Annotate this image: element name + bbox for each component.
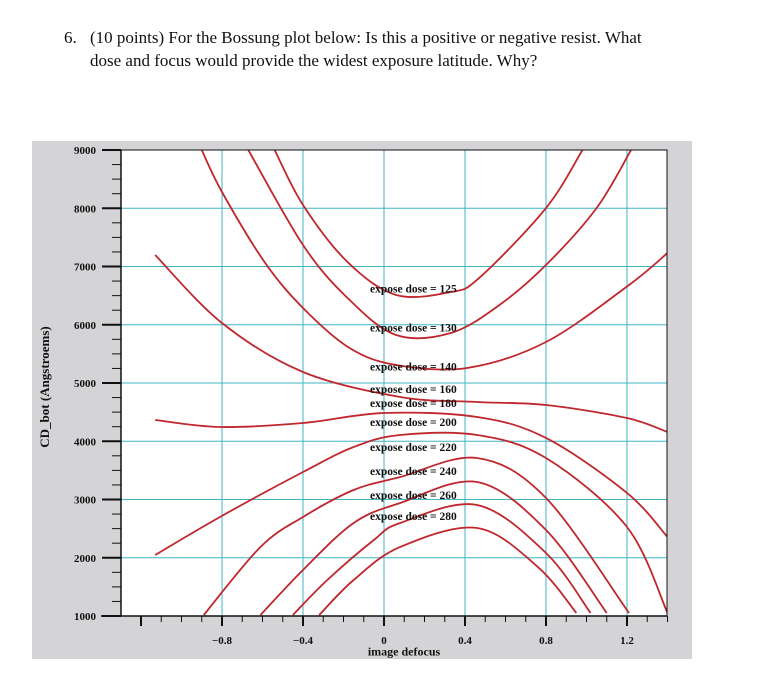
x-tick-label: 0.4: [458, 635, 472, 647]
question-line-2: dose and focus would provide the widest …: [90, 51, 538, 70]
question-text: 6. (10 points) For the Bossung plot below…: [64, 26, 764, 72]
curve-label: expose dose = 125: [370, 284, 457, 296]
curve-label: expose dose = 140: [370, 362, 457, 374]
curve-label: expose dose = 160: [370, 384, 457, 396]
y-axis: 1000 2000 3000 4000 5000 6000 7000 8000 9000: [74, 145, 122, 623]
y-tick-label: 3000: [74, 495, 97, 507]
question-line-1-text: (10 points) For the Bossung plot below: …: [90, 28, 642, 47]
x-tick-label: −0.4: [293, 635, 314, 647]
bossung-curve: [155, 411, 667, 538]
x-tick-label: 1.2: [620, 635, 634, 647]
curve-label: expose dose = 200: [370, 417, 457, 429]
y-tick-label: 8000: [74, 203, 97, 215]
bossung-curve: [259, 480, 608, 616]
curve-label: expose dose = 220: [370, 442, 457, 454]
x-tick-label: 0.8: [539, 635, 553, 647]
gridlines: [121, 150, 667, 616]
x-tick-label: 0: [381, 635, 387, 647]
curve-label: expose dose = 240: [370, 466, 457, 478]
y-tick-label: 5000: [74, 378, 97, 390]
curve-label: expose dose = 130: [370, 323, 457, 335]
curve-label: expose dose = 280: [370, 511, 457, 523]
bossung-curve: [292, 503, 592, 616]
question-line-1: 6. (10 points) For the Bossung plot below…: [64, 26, 764, 49]
y-axis-label: CD_bot (Angstroems): [37, 326, 52, 448]
y-tick-label: 4000: [74, 436, 97, 448]
x-axis: −0.8 −0.4 0 0.4 0.8 1.2: [101, 615, 668, 647]
curve-label: expose dose = 180: [370, 398, 457, 410]
y-tick-label: 9000: [74, 145, 97, 157]
curve-labels: expose dose = 125 expose dose = 130 expose…: [370, 284, 457, 523]
y-tick-label: 6000: [74, 320, 97, 332]
bossung-curve: [154, 431, 667, 614]
bossung-curve: [200, 150, 667, 371]
bossung-curve: [154, 254, 667, 433]
y-tick-label: 7000: [74, 262, 97, 274]
bossung-curve: [247, 150, 632, 340]
y-tick-label: 1000: [74, 611, 97, 623]
x-axis-label: image defocus: [367, 644, 441, 659]
curves: [154, 150, 667, 616]
curve-label: expose dose = 260: [370, 490, 457, 502]
bossung-curve: [203, 456, 630, 616]
question-number: 6.: [64, 28, 77, 47]
x-tick-label: −0.8: [212, 635, 233, 647]
bossung-curve: [273, 150, 584, 298]
y-tick-label: 2000: [74, 553, 97, 565]
bossung-curve: [318, 526, 578, 616]
